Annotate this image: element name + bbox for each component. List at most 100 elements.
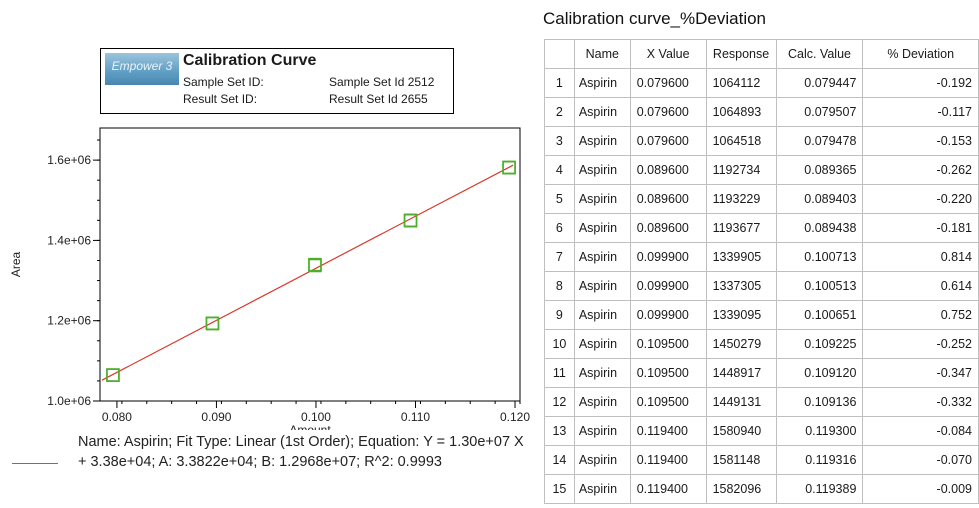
- table-cell: 1448917: [705, 358, 777, 388]
- data-point-marker: [308, 258, 322, 273]
- table-cell: 0.079600: [629, 68, 707, 98]
- data-point-marker: [205, 316, 220, 331]
- table-cell: 1339095: [705, 300, 777, 330]
- table-cell: 0.119400: [629, 416, 707, 446]
- table-cell: 0.119300: [775, 416, 864, 446]
- table-cell: 7: [544, 242, 575, 272]
- y-tick-label: 1.4e+06: [47, 233, 91, 247]
- table-title: Calibration curve_%Deviation: [543, 9, 767, 28]
- data-point-marker: [308, 258, 322, 272]
- deviation-table-container[interactable]: Name X Value Response Calc. Value% Deviatio…: [544, 39, 979, 508]
- table-cell: 0.100651: [775, 300, 864, 330]
- deviation-table: Name X Value Response Calc. Value% Deviatio…: [544, 39, 979, 504]
- data-point-marker: [205, 316, 220, 330]
- sample-set-value: Sample Set Id 2512: [329, 75, 435, 89]
- table-cell: 0.089403: [775, 184, 864, 214]
- table-cell: 5: [544, 184, 575, 214]
- table-cell: 2: [544, 97, 575, 127]
- y-tick-label: 1.0e+06: [47, 394, 91, 408]
- data-point-marker: [106, 368, 120, 382]
- table-row[interactable]: 5 Aspirin 0.089600 1193229 0.089403 -0.220: [544, 184, 979, 214]
- table-cell: 0.089600: [629, 213, 707, 243]
- column-header[interactable]: Name: [573, 39, 631, 69]
- table-cell: 0.814: [862, 242, 979, 272]
- table-cell: -0.252: [862, 329, 979, 359]
- table-cell: 1582096: [705, 474, 777, 504]
- table-cell: -0.347: [862, 358, 979, 388]
- table-row[interactable]: 14 Aspirin 0.119400 1581148 0.119316 -0.070: [544, 445, 979, 475]
- table-cell: 1581148: [705, 445, 777, 475]
- table-row[interactable]: 11 Aspirin 0.109500 1448917 0.109120 -0.347: [544, 358, 979, 388]
- result-set-label: Result Set ID:: [183, 92, 258, 106]
- table-cell: 0.109120: [775, 358, 864, 388]
- table-cell: Aspirin: [573, 387, 631, 417]
- table-cell: 1064893: [705, 97, 777, 127]
- table-row[interactable]: 8 Aspirin 0.099900 1337305 0.100513 0.614: [544, 271, 979, 301]
- table-cell: 15: [544, 474, 575, 504]
- table-cell: 0.109500: [629, 329, 707, 359]
- table-row[interactable]: 12 Aspirin 0.109500 1449131 0.109136 -0.332: [544, 387, 979, 417]
- calibration-info-box: Empower 3 Calibration Curve Sample Set I…: [100, 48, 454, 114]
- table-cell: -0.262: [862, 155, 979, 185]
- data-point-marker: [106, 368, 120, 382]
- table-row[interactable]: 13 Aspirin 0.119400 1580940 0.119300 -0.084: [544, 416, 979, 446]
- table-row[interactable]: 2 Aspirin 0.079600 1064893 0.079507 -0.117: [544, 97, 979, 127]
- table-cell: 12: [544, 387, 575, 417]
- table-cell: 0.079600: [629, 126, 707, 156]
- table-cell: Aspirin: [573, 126, 631, 156]
- table-row[interactable]: 1 Aspirin 0.079600 1064112 0.079447 -0.192: [544, 68, 979, 98]
- table-cell: 0.089438: [775, 213, 864, 243]
- table-cell: 0.089365: [775, 155, 864, 185]
- column-header[interactable]: Calc. Value: [775, 39, 864, 69]
- table-cell: 0.100713: [775, 242, 864, 272]
- table-cell: -0.084: [862, 416, 979, 446]
- table-row[interactable]: 7 Aspirin 0.099900 1339905 0.100713 0.814: [544, 242, 979, 272]
- column-header[interactable]: X Value: [629, 39, 707, 69]
- table-cell: 0.109500: [629, 387, 707, 417]
- table-cell: 1449131: [705, 387, 777, 417]
- x-axis-title: Amount: [289, 423, 331, 430]
- table-cell: 0.119400: [629, 474, 707, 504]
- column-header[interactable]: Response: [705, 39, 777, 69]
- table-cell: 10: [544, 329, 575, 359]
- table-cell: Aspirin: [573, 242, 631, 272]
- sample-set-row: Sample Set ID: Sample Set Id 2512: [183, 75, 434, 89]
- x-tick-label: 0.110: [401, 410, 430, 424]
- table-row[interactable]: 6 Aspirin 0.089600 1193677 0.089438 -0.181: [544, 213, 979, 243]
- table-cell: -0.181: [862, 213, 979, 243]
- calibration-chart: 1.0e+06 1.2e+06 1.4e+06 1.6e+06 0.080 0.090 0.…: [9, 127, 530, 430]
- table-cell: -0.117: [862, 97, 979, 127]
- table-cell: Aspirin: [573, 300, 631, 330]
- data-point-marker: [205, 316, 220, 331]
- table-cell: 0.099900: [629, 300, 707, 330]
- column-header[interactable]: [544, 39, 575, 69]
- sample-set-label: Sample Set ID:: [183, 75, 264, 89]
- table-cell: 9: [544, 300, 575, 330]
- table-row[interactable]: 15 Aspirin 0.119400 1582096 0.119389 -0.009: [544, 474, 979, 504]
- result-set-row: Result Set ID: Result Set Id 2655: [183, 92, 428, 106]
- table-cell: Aspirin: [573, 474, 631, 504]
- table-cell: 1064112: [705, 68, 777, 98]
- table-row[interactable]: 10 Aspirin 0.109500 1450279 0.109225 -0.252: [544, 329, 979, 359]
- table-row[interactable]: 3 Aspirin 0.079600 1064518 0.079478 -0.153: [544, 126, 979, 156]
- y-axis-title: Area: [9, 252, 23, 278]
- column-header[interactable]: % Deviation: [862, 39, 979, 69]
- table-cell: 0.089600: [629, 184, 707, 214]
- table-cell: 6: [544, 213, 575, 243]
- table-cell: 14: [544, 445, 575, 475]
- table-cell: Aspirin: [573, 155, 631, 185]
- table-cell: 4: [544, 155, 575, 185]
- table-cell: Aspirin: [573, 358, 631, 388]
- info-title: Calibration Curve: [183, 52, 317, 69]
- table-cell: 0.119400: [629, 445, 707, 475]
- table-cell: 0.079447: [775, 68, 864, 98]
- table-cell: 8: [544, 271, 575, 301]
- table-cell: 0.079478: [775, 126, 864, 156]
- table-row[interactable]: 4 Aspirin 0.089600 1192734 0.089365 -0.262: [544, 155, 979, 185]
- table-cell: Aspirin: [573, 213, 631, 243]
- table-cell: 0.109225: [775, 329, 864, 359]
- table-cell: Aspirin: [573, 329, 631, 359]
- table-row[interactable]: 9 Aspirin 0.099900 1339095 0.100651 0.752: [544, 300, 979, 330]
- table-cell: 3: [544, 126, 575, 156]
- table-cell: -0.220: [862, 184, 979, 214]
